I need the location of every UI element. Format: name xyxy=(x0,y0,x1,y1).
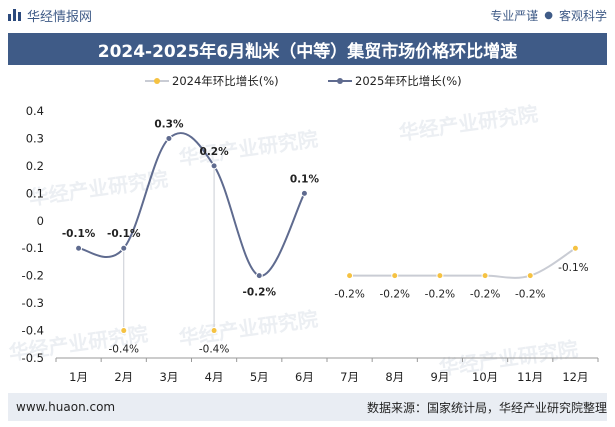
x-tick-label: 1月 xyxy=(69,370,88,384)
chart-title: 2024-2025年6月籼米（中等）集贸市场价格环比增速 xyxy=(97,41,518,62)
slogan-left: 专业严谨 xyxy=(490,8,539,23)
bar-chart-logo-icon xyxy=(8,9,21,21)
point-2025 xyxy=(210,162,218,170)
data-label-2024: -0.4% xyxy=(109,344,139,356)
slogan: 专业严谨 ● 客观科学 xyxy=(490,7,607,24)
point-2025 xyxy=(165,134,173,142)
y-tick-label: 0.1 xyxy=(26,186,44,200)
point-2025 xyxy=(75,244,83,252)
y-tick-label: 0.4 xyxy=(26,104,44,118)
point-2024 xyxy=(526,272,534,280)
data-label-2024: -0.2% xyxy=(425,289,455,301)
point-2024 xyxy=(391,272,399,280)
y-tick-label: -0.5 xyxy=(22,351,44,365)
slogan-right: 客观科学 xyxy=(558,8,607,23)
footer: www.huaon.com 数据来源：国家统计局，华经产业研究院整理 xyxy=(0,397,615,417)
y-tick-label: -0.4 xyxy=(22,324,44,338)
point-2025 xyxy=(300,189,308,197)
footer-source: 数据来源：国家统计局，华经产业研究院整理 xyxy=(366,400,607,415)
x-tick-label: 8月 xyxy=(385,370,404,384)
point-2025 xyxy=(120,244,128,252)
point-2024 xyxy=(481,272,489,280)
brand-name: 华经情报网 xyxy=(27,9,93,25)
data-label-2025: 0.1% xyxy=(290,173,320,185)
data-label-2025: -0.2% xyxy=(243,287,277,299)
point-2024 xyxy=(210,327,218,335)
legend-label-2025: 2025年环比增长(%) xyxy=(355,74,462,88)
data-label-2024: -0.1% xyxy=(558,262,588,274)
data-label-2025: 0.2% xyxy=(200,146,230,158)
x-tick-label: 9月 xyxy=(431,370,450,384)
legend-marker-2025 xyxy=(337,78,343,84)
data-label-2024: -0.4% xyxy=(199,344,229,356)
data-label-2024: -0.2% xyxy=(470,289,500,301)
y-tick-label: 0 xyxy=(37,214,44,228)
y-tick-label: 0.3 xyxy=(26,131,44,145)
top-bar: 华经情报网 专业严谨 ● 客观科学 xyxy=(0,0,615,30)
footer-url[interactable]: www.huaon.com xyxy=(16,400,116,414)
point-2024 xyxy=(571,244,579,252)
data-label-2025: -0.1% xyxy=(62,228,96,240)
y-tick-label: 0.2 xyxy=(26,159,44,173)
point-2025 xyxy=(255,272,263,280)
brand[interactable]: 华经情报网 xyxy=(8,6,92,25)
x-tick-label: 2月 xyxy=(114,370,133,384)
data-label-2024: -0.2% xyxy=(334,289,364,301)
bullet-icon: ● xyxy=(544,9,553,21)
y-tick-label: -0.3 xyxy=(22,296,44,310)
x-tick-label: 4月 xyxy=(205,370,224,384)
legend-marker-2024 xyxy=(154,78,160,84)
legend-label-2024: 2024年环比增长(%) xyxy=(172,74,279,88)
point-2024 xyxy=(346,272,354,280)
x-tick-label: 5月 xyxy=(250,370,269,384)
y-tick-label: -0.2 xyxy=(22,269,44,283)
x-tick-label: 10月 xyxy=(472,370,498,384)
point-2024 xyxy=(120,327,128,335)
point-2024 xyxy=(436,272,444,280)
data-label-2024: -0.2% xyxy=(380,289,410,301)
chart-title-bar: 2024-2025年6月籼米（中等）集贸市场价格环比增速 xyxy=(8,33,607,65)
watermark-text: 华经产业研究院 xyxy=(397,102,539,145)
series-line-2024 xyxy=(349,247,576,279)
x-tick-label: 3月 xyxy=(160,370,179,384)
footer-background xyxy=(8,393,607,421)
data-label-2025: 0.3% xyxy=(154,118,184,130)
x-tick-label: 7月 xyxy=(340,370,359,384)
x-tick-label: 6月 xyxy=(295,370,314,384)
data-label-2025: -0.1% xyxy=(107,228,141,240)
y-tick-label: -0.1 xyxy=(22,241,44,255)
x-tick-label: 11月 xyxy=(517,370,543,384)
x-tick-label: 12月 xyxy=(562,370,588,384)
data-label-2024: -0.2% xyxy=(515,289,545,301)
